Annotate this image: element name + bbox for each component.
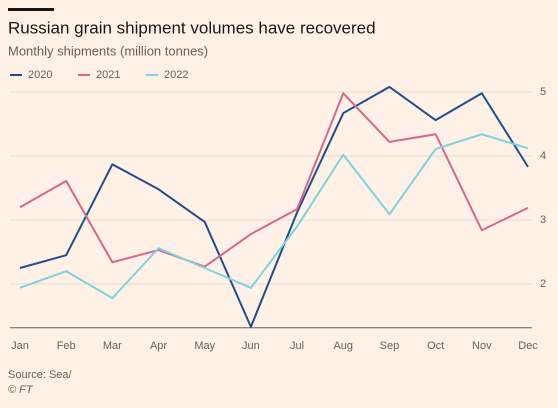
x-tick-label: Nov xyxy=(472,340,492,352)
x-tick-label: Apr xyxy=(150,340,167,352)
x-tick-label: Dec xyxy=(518,340,538,352)
y-tick-label: 4 xyxy=(540,150,546,162)
source: Source: Sea/ xyxy=(8,369,73,381)
x-tick-label: Aug xyxy=(333,340,353,352)
legend-label: 2021 xyxy=(96,69,120,81)
line-series xyxy=(19,85,529,328)
legend-label: 2022 xyxy=(164,69,188,81)
x-tick-label: May xyxy=(194,340,215,352)
line-series xyxy=(19,133,529,300)
chart-title: Russian grain shipment volumes have reco… xyxy=(8,18,376,37)
x-tick-label: Jan xyxy=(11,340,29,352)
chart-subtitle: Monthly shipments (million tonnes) xyxy=(8,43,208,58)
x-tick-label: Oct xyxy=(427,340,444,352)
line-series xyxy=(19,92,529,268)
x-tick-label: Feb xyxy=(57,340,76,352)
x-tick-label: Jul xyxy=(290,340,304,352)
x-tick-label: Mar xyxy=(103,340,122,352)
legend-label: 2020 xyxy=(28,69,52,81)
x-tick-label: Sep xyxy=(380,340,400,352)
credit: © FT xyxy=(8,384,34,396)
y-tick-label: 3 xyxy=(540,214,546,226)
y-tick-label: 2 xyxy=(540,278,546,290)
x-tick-label: Jun xyxy=(242,340,260,352)
y-tick-label: 5 xyxy=(540,86,546,98)
title-bar xyxy=(8,8,54,11)
